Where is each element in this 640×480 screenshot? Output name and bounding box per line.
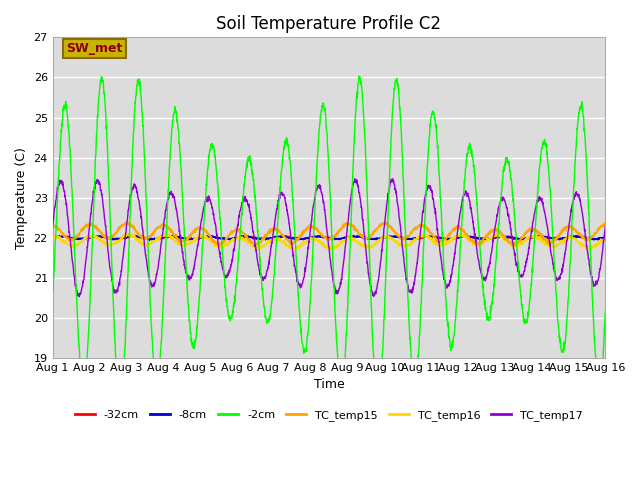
Y-axis label: Temperature (C): Temperature (C) — [15, 147, 28, 249]
X-axis label: Time: Time — [314, 378, 344, 391]
Title: Soil Temperature Profile C2: Soil Temperature Profile C2 — [216, 15, 442, 33]
Text: SW_met: SW_met — [67, 42, 123, 55]
Legend: -32cm, -8cm, -2cm, TC_temp15, TC_temp16, TC_temp17: -32cm, -8cm, -2cm, TC_temp15, TC_temp16,… — [70, 405, 588, 425]
